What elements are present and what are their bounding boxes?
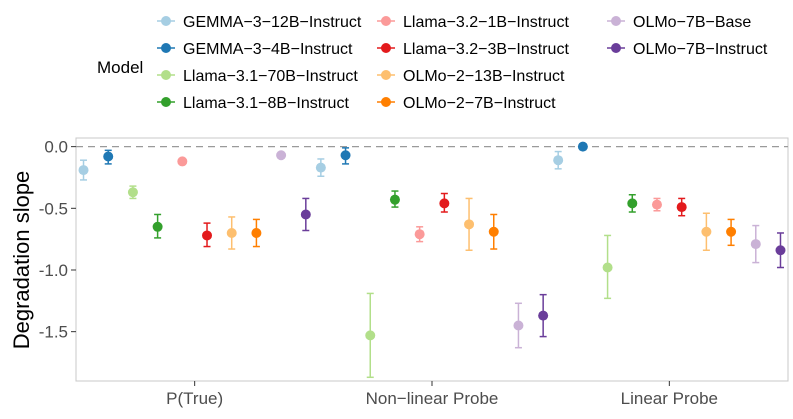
data-point (750, 239, 761, 250)
y-tick-label: -1.0 (39, 261, 68, 280)
data-point (439, 198, 450, 209)
data-point (103, 151, 114, 162)
data-point (775, 245, 786, 256)
data-point (389, 194, 400, 205)
legend-item: Llama−3.2−1B−Instruct (377, 14, 569, 31)
legend-item: OLMo−2−13B−Instruct (377, 68, 565, 85)
series-2 (127, 185, 613, 379)
legend-title: Model (97, 58, 143, 77)
data-point (340, 150, 351, 161)
data-marks (78, 141, 786, 379)
legend-item: OLMo−7B−Base (607, 14, 751, 31)
data-point (202, 230, 213, 241)
data-point (651, 199, 662, 210)
legend-key-point (381, 97, 391, 107)
panel-border (75, 137, 789, 382)
legend-key-point (381, 43, 391, 53)
legend-label: GEMMA−3−12B−Instruct (183, 14, 362, 31)
data-point (300, 209, 311, 220)
legend-item: OLMo−2−7B−Instruct (377, 95, 556, 112)
series-5 (202, 192, 687, 248)
y-tick-label: 0.0 (44, 138, 68, 157)
data-point (538, 310, 549, 321)
data-point (553, 155, 564, 166)
series-6 (226, 197, 712, 251)
legend-item: GEMMA−3−12B−Instruct (157, 14, 362, 31)
legend-item: Llama−3.2−3B−Instruct (377, 41, 569, 58)
data-point (464, 219, 475, 230)
legend-item: Llama−3.1−70B−Instruct (157, 68, 358, 85)
data-point (365, 330, 376, 341)
data-point (488, 226, 499, 237)
y-tick-label: -1.5 (39, 323, 68, 342)
legend-label: OLMo−7B−Instruct (633, 41, 768, 58)
data-point (726, 226, 737, 237)
series-4 (177, 156, 662, 243)
data-point (78, 165, 89, 176)
data-point (177, 156, 188, 167)
legend-key-point (161, 70, 171, 80)
data-point (627, 198, 638, 209)
data-point (276, 150, 287, 161)
data-point (676, 202, 687, 213)
data-point (251, 227, 262, 238)
data-point (602, 262, 613, 273)
legend-key-point (381, 70, 391, 80)
x-tick-label: Linear Probe (621, 389, 718, 408)
data-point (414, 229, 425, 240)
data-point (127, 187, 138, 198)
legend-label: Llama−3.1−70B−Instruct (183, 68, 358, 85)
x-axis: P(True) Non−linear Probe Linear Probe (166, 381, 718, 408)
series-1 (103, 141, 588, 165)
legend-item: Llama−3.1−8B−Instruct (157, 95, 349, 112)
y-tick-label: -0.5 (39, 199, 68, 218)
plot-area: 0.0 -0.5 -1.0 -1.5 P(True) Non−linear Probe L… (39, 137, 789, 408)
legend-label: OLMo−7B−Base (633, 14, 751, 31)
legend-label: Llama−3.2−1B−Instruct (403, 14, 569, 31)
data-point (577, 141, 588, 152)
x-tick-label: P(True) (166, 389, 223, 408)
legend-label: Llama−3.1−8B−Instruct (183, 95, 349, 112)
legend-label: Llama−3.2−3B−Instruct (403, 41, 569, 58)
data-point (701, 226, 712, 237)
data-point (513, 320, 524, 331)
legend-label: OLMo−2−7B−Instruct (403, 95, 556, 112)
legend-key-point (381, 16, 391, 26)
series-9 (300, 197, 786, 338)
legend-label: GEMMA−3−4B−Instruct (183, 41, 353, 58)
legend-item: GEMMA−3−4B−Instruct (157, 41, 353, 58)
legend-key-point (161, 43, 171, 53)
series-0 (78, 150, 564, 181)
legend-label: OLMo−2−13B−Instruct (403, 68, 565, 85)
series-8 (276, 150, 761, 349)
legend-key-point (161, 16, 171, 26)
y-axis-label: Degradation slope (9, 171, 34, 350)
data-point (226, 227, 237, 238)
y-axis: 0.0 -0.5 -1.0 -1.5 (39, 138, 76, 342)
legend-key-point (611, 16, 621, 26)
series-3 (152, 190, 638, 239)
x-tick-label: Non−linear Probe (366, 389, 499, 408)
legend-item: OLMo−7B−Instruct (607, 41, 768, 58)
legend: Model GEMMA−3−12B−Instruct GEMMA−3−4B−Ins… (97, 14, 768, 112)
data-point (152, 221, 163, 232)
series-7 (251, 213, 737, 250)
legend-key-point (161, 97, 171, 107)
data-point (315, 162, 326, 173)
legend-key-point (611, 43, 621, 53)
